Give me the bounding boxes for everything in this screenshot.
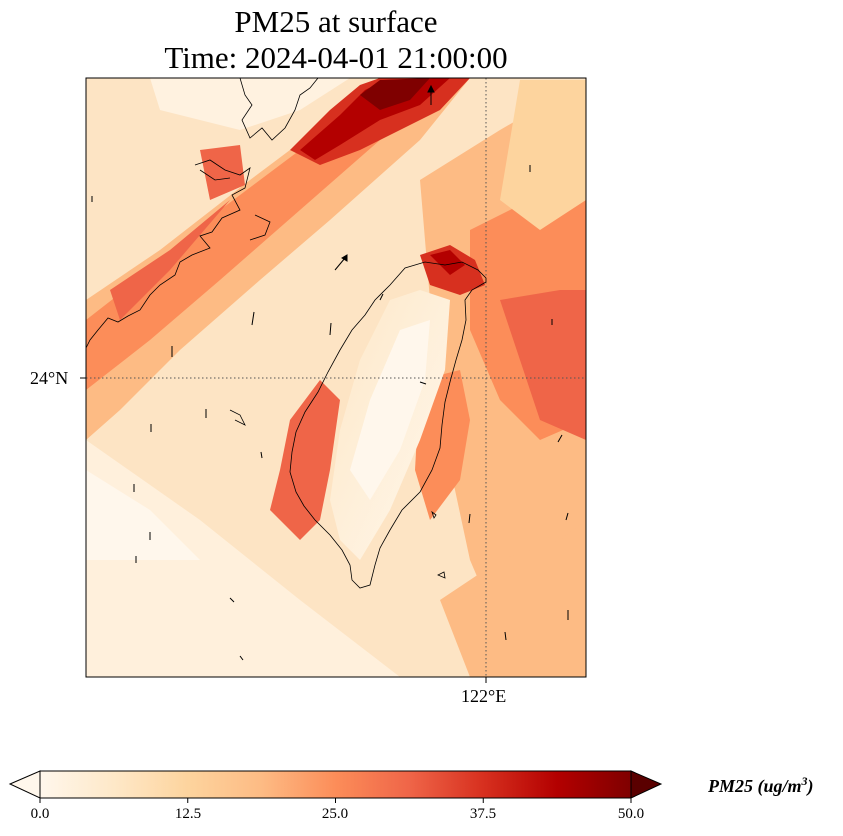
colorbar-tick-label: 37.5: [469, 806, 497, 822]
lat-tick-label: 24°N: [30, 368, 69, 388]
colorbar-label-close: ): [807, 776, 814, 796]
small-islands: [431, 510, 446, 579]
china-coastline: [86, 78, 319, 426]
pm25-map: [80, 77, 587, 683]
map-title: PM25 at surface: [234, 4, 438, 39]
colorbar: [8, 770, 663, 803]
colorbar-ramp: [39, 770, 632, 799]
colorbar-tick-label: 25.0: [321, 806, 349, 822]
colorbar-extend-max: [630, 770, 663, 799]
lon-tick-label: 122°E: [461, 686, 507, 706]
colorbar-extend-min: [8, 770, 41, 799]
colorbar-label-main: PM25 (ug/m: [708, 776, 802, 796]
taiwan-coastline: [289, 261, 487, 589]
colorbar-label-exponent: 3: [801, 774, 808, 788]
map-time-subtitle: Time: 2024-04-01 21:00:00: [164, 40, 508, 75]
wind-vectors: [91, 84, 569, 661]
colorbar-label: PM25 (ug/m3): [708, 774, 814, 797]
colorbar-tick-label: 0.0: [30, 806, 50, 822]
colorbar-tick-label: 50.0: [617, 806, 645, 822]
colorbar-tick-label: 12.5: [174, 806, 202, 822]
